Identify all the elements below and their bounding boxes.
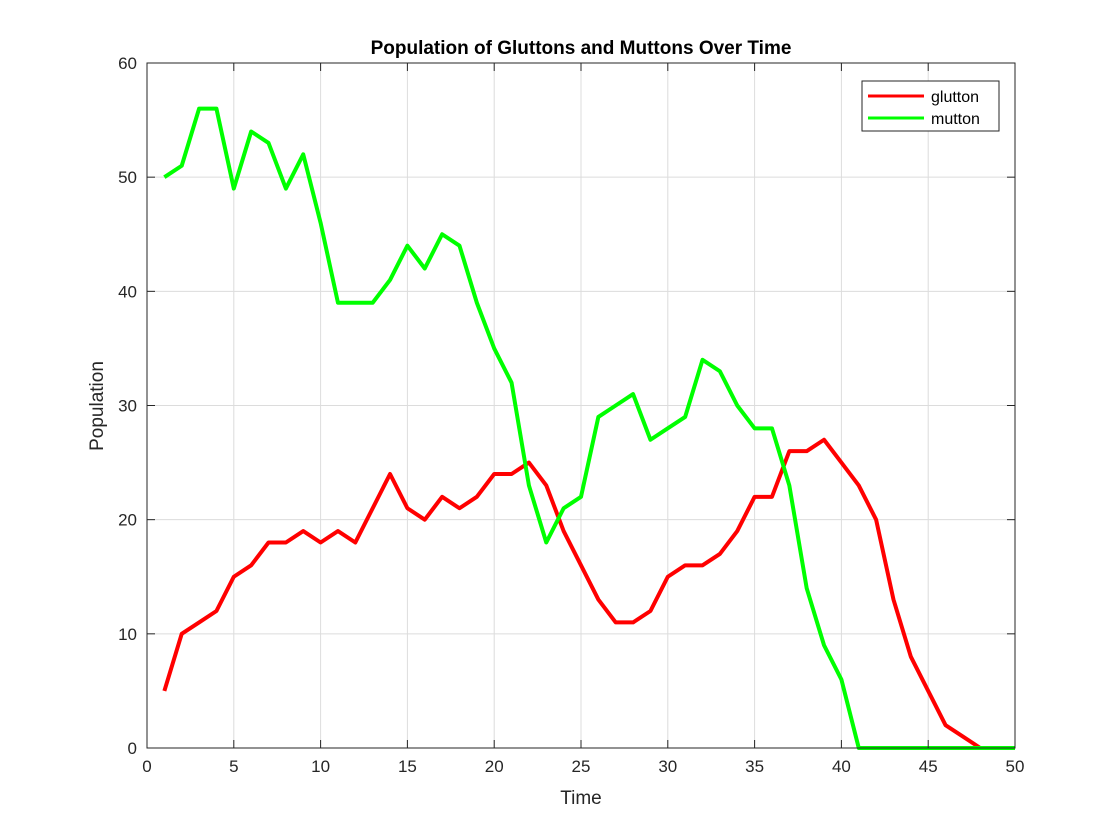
y-tick-label: 30 — [118, 397, 137, 416]
x-tick-label: 5 — [229, 757, 238, 776]
legend-label-glutton: glutton — [931, 89, 979, 106]
x-tick-label: 10 — [311, 757, 330, 776]
x-tick-label: 25 — [572, 757, 591, 776]
x-tick-label: 20 — [485, 757, 504, 776]
legend-box — [861, 80, 1000, 132]
x-tick-label: 30 — [658, 757, 677, 776]
legend: glutton mutton — [861, 80, 1000, 132]
y-tick-label: 40 — [118, 282, 137, 301]
y-tick-label: 20 — [118, 511, 137, 530]
legend-label-mutton: mutton — [931, 111, 980, 128]
y-tick-label: 0 — [128, 739, 137, 758]
x-tick-label: 40 — [832, 757, 851, 776]
y-tick-label: 50 — [118, 168, 137, 187]
series-line-glutton — [162, 437, 1015, 750]
y-axis-label: Population — [87, 361, 108, 451]
x-tick-label: 0 — [142, 757, 151, 776]
x-tick-label: 45 — [919, 757, 938, 776]
tick-marks — [146, 62, 1016, 749]
x-tick-label: 50 — [1006, 757, 1025, 776]
x-tick-label: 15 — [398, 757, 417, 776]
x-axis-label: Time — [560, 788, 602, 809]
tick-labels: 0 5 10 15 20 25 30 35 40 45 50 0 10 20 30 40 50 60 — [118, 54, 1024, 776]
chart-title: Population of Gluttons and Muttons Over … — [371, 38, 792, 59]
y-tick-label: 10 — [118, 625, 137, 644]
y-tick-label: 60 — [118, 54, 137, 73]
x-tick-label: 35 — [745, 757, 764, 776]
